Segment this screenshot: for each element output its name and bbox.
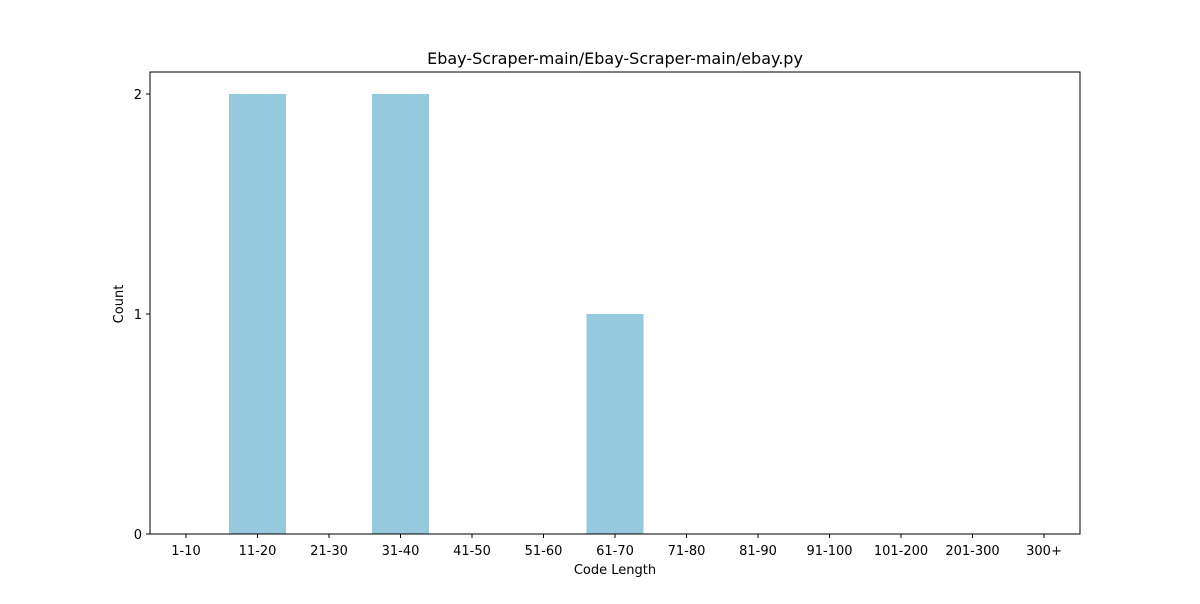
y-tick-label: 0 — [134, 528, 142, 543]
bar-31-40 — [372, 94, 429, 534]
x-tick-label: 51-60 — [525, 544, 563, 559]
x-tick-label: 101-200 — [874, 544, 928, 559]
x-tick-label: 21-30 — [310, 544, 348, 559]
x-tick-label: 91-100 — [806, 544, 852, 559]
x-tick-label: 1-10 — [171, 544, 201, 559]
x-axis: 1-10 11-20 21-30 31-40 41-50 51-60 61-70 71-80 8… — [171, 534, 1062, 559]
y-axis: 0 1 2 — [134, 88, 150, 543]
x-tick-label: 61-70 — [596, 544, 634, 559]
x-tick-label: 300+ — [1026, 544, 1062, 559]
x-axis-label: Code Length — [574, 563, 656, 578]
x-tick-label: 31-40 — [382, 544, 420, 559]
bar-61-70 — [586, 314, 644, 534]
y-tick-label: 1 — [134, 308, 142, 323]
y-tick-label: 2 — [134, 88, 142, 103]
bar-11-20 — [229, 94, 286, 534]
x-tick-label: 41-50 — [453, 544, 491, 559]
y-axis-label: Count — [112, 285, 127, 324]
chart-title: Ebay-Scraper-main/Ebay-Scraper-main/ebay… — [427, 49, 803, 68]
x-tick-label: 11-20 — [239, 544, 277, 559]
bars-group — [229, 94, 644, 534]
x-tick-label: 81-90 — [739, 544, 777, 559]
x-tick-label: 201-300 — [945, 544, 999, 559]
x-tick-label: 71-80 — [668, 544, 706, 559]
